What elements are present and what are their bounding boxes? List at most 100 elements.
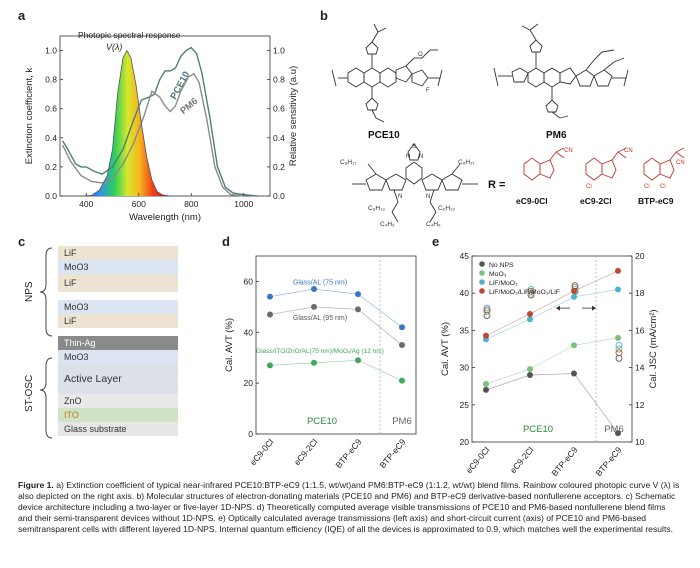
avt-point (527, 366, 533, 373)
y2-tick-label: 10 (635, 437, 645, 447)
x-category-label: eC9-0Cl (464, 445, 492, 475)
y-axis-label: Cal. AVT (%) (440, 322, 451, 376)
stack-braces: NPS ST-OSC (24, 247, 53, 439)
y-tick-label: 0.2 (45, 162, 57, 172)
jsc-point (483, 306, 491, 314)
y2-tick-label: 14 (635, 363, 645, 373)
y2-tick-label: 0.6 (273, 104, 285, 114)
r-group-label-2: eC9-2Cl (580, 196, 612, 206)
avt-point (571, 293, 577, 300)
cn-label-1: CN (564, 148, 573, 154)
photopic-fill (81, 50, 171, 196)
y2-tick-label: 0.4 (273, 133, 285, 143)
avt-line (485, 337, 619, 385)
n-atom-top: N (406, 154, 410, 160)
x-tick-label: 600 (132, 199, 146, 209)
molecule-drawings: PCE10 F O PM6 (331, 23, 685, 228)
legend-label: LiF/MoO₃ (489, 280, 518, 287)
x-tick-label: 400 (79, 199, 93, 209)
btp-core-structure (352, 143, 478, 223)
avt-point (615, 267, 621, 274)
avt-point (615, 286, 621, 293)
panel-label-a: a (18, 8, 26, 23)
layer-moo3: MoO3 (58, 260, 178, 274)
x-tick-label: 1000 (234, 199, 253, 209)
y-tick-label: 20 (460, 437, 470, 447)
legend-marker (479, 270, 485, 276)
panel-label-b: b (320, 8, 328, 23)
cl-label-3: Cl (660, 184, 666, 190)
st-osc-brace-label: ST-OSC (24, 375, 35, 412)
c6h13-right-label: C₆H₁₃ (438, 205, 455, 212)
s-atom-top: S (412, 144, 416, 150)
avt-point (483, 386, 489, 393)
y-axis-label: Extinction coefficient, k (24, 68, 35, 165)
nps-brace-label: NPS (24, 281, 35, 302)
y2-axis-label: Relative sensitivity (a.u) (288, 66, 299, 166)
y-tick-label: 40 (460, 288, 470, 298)
y-tick-label: 1.0 (45, 46, 57, 56)
y-tick-label: 60 (244, 276, 254, 286)
series-label-95nm: Glass/AL (95 nm) (293, 315, 347, 322)
series-line-photopic (80, 49, 171, 197)
series-line-pce10 (62, 46, 257, 197)
avt-point (571, 342, 577, 349)
avt-point (615, 334, 621, 341)
caption-text: a) Extinction coefficient of typical nea… (18, 480, 680, 534)
data-point (311, 286, 317, 293)
legend-marker (479, 279, 485, 285)
group-label-pce10: PCE10 (307, 416, 337, 427)
x-category-label: BTP-eC9 (333, 437, 363, 470)
jsc-point (615, 354, 623, 362)
avt-line (485, 270, 619, 336)
avt-point (527, 311, 533, 318)
avt-point (527, 316, 533, 323)
panel-label-c: c (18, 234, 26, 249)
fluorine-label: F (426, 88, 430, 94)
r-group-label-3: BTP-eC9 (638, 196, 674, 206)
device-stack: LiF MoO3 LiF MoO3 LiF Thin-Ag MoO3 Active Layer… (58, 246, 178, 442)
y2-tick-label: 0.8 (273, 75, 285, 85)
r-group-label-1: eC9-0Cl (516, 196, 548, 206)
jsc-point (483, 308, 491, 316)
layer-lif: LiF (58, 246, 178, 260)
layer-glass-substrate: Glass substrate (58, 422, 178, 436)
n-atom-right: N (419, 154, 423, 160)
jsc-point (571, 282, 579, 290)
jsc-point (615, 341, 623, 349)
caption-title: Figure 1. (18, 480, 54, 490)
layer-ito: ITO (58, 408, 178, 422)
pce10-structure (331, 23, 443, 123)
c4h9-left-label: C₄H₉ (380, 221, 395, 228)
cn-label-3: CN (676, 160, 685, 166)
legend-label: MoO₃ (489, 271, 507, 278)
pce10-label: PCE10 (368, 130, 400, 141)
data-point (267, 311, 273, 318)
jsc-point (615, 345, 623, 353)
y-tick-label: 0.0 (45, 191, 57, 201)
y-tick-label: 25 (460, 400, 470, 410)
v-lambda-annotation: V(λ) (106, 42, 122, 52)
x-category-label: BTP-eC9 (593, 445, 623, 478)
y-tick-label: 0 (248, 429, 253, 439)
y2-axis-label: Cal. JSC (mA/cm²) (648, 309, 659, 388)
avt-point (483, 332, 489, 339)
layer-active-layer: Active Layer (58, 364, 178, 394)
plot-frame (255, 255, 417, 435)
avt-point (571, 287, 577, 294)
y2-tick-label: 18 (635, 288, 645, 298)
y-tick-label: 40 (244, 327, 254, 337)
panel-label-e: e (432, 234, 440, 249)
c4h9-right-label: C₄H₉ (426, 221, 441, 228)
oxygen-label: O (418, 52, 423, 58)
data-point (267, 362, 273, 369)
series-label-75nm: Glass/AL (75 nm) (293, 279, 347, 286)
avt-point (571, 370, 577, 377)
data-point (399, 324, 405, 331)
c8h17-right-label: C₈H₁₇ (458, 159, 475, 166)
group-label-pm6: PM6 (392, 416, 412, 427)
data-point (355, 291, 361, 298)
x-tick-label: 800 (184, 199, 198, 209)
pm6-label: PM6 (546, 130, 567, 141)
legend-label: No NPS (489, 262, 514, 269)
